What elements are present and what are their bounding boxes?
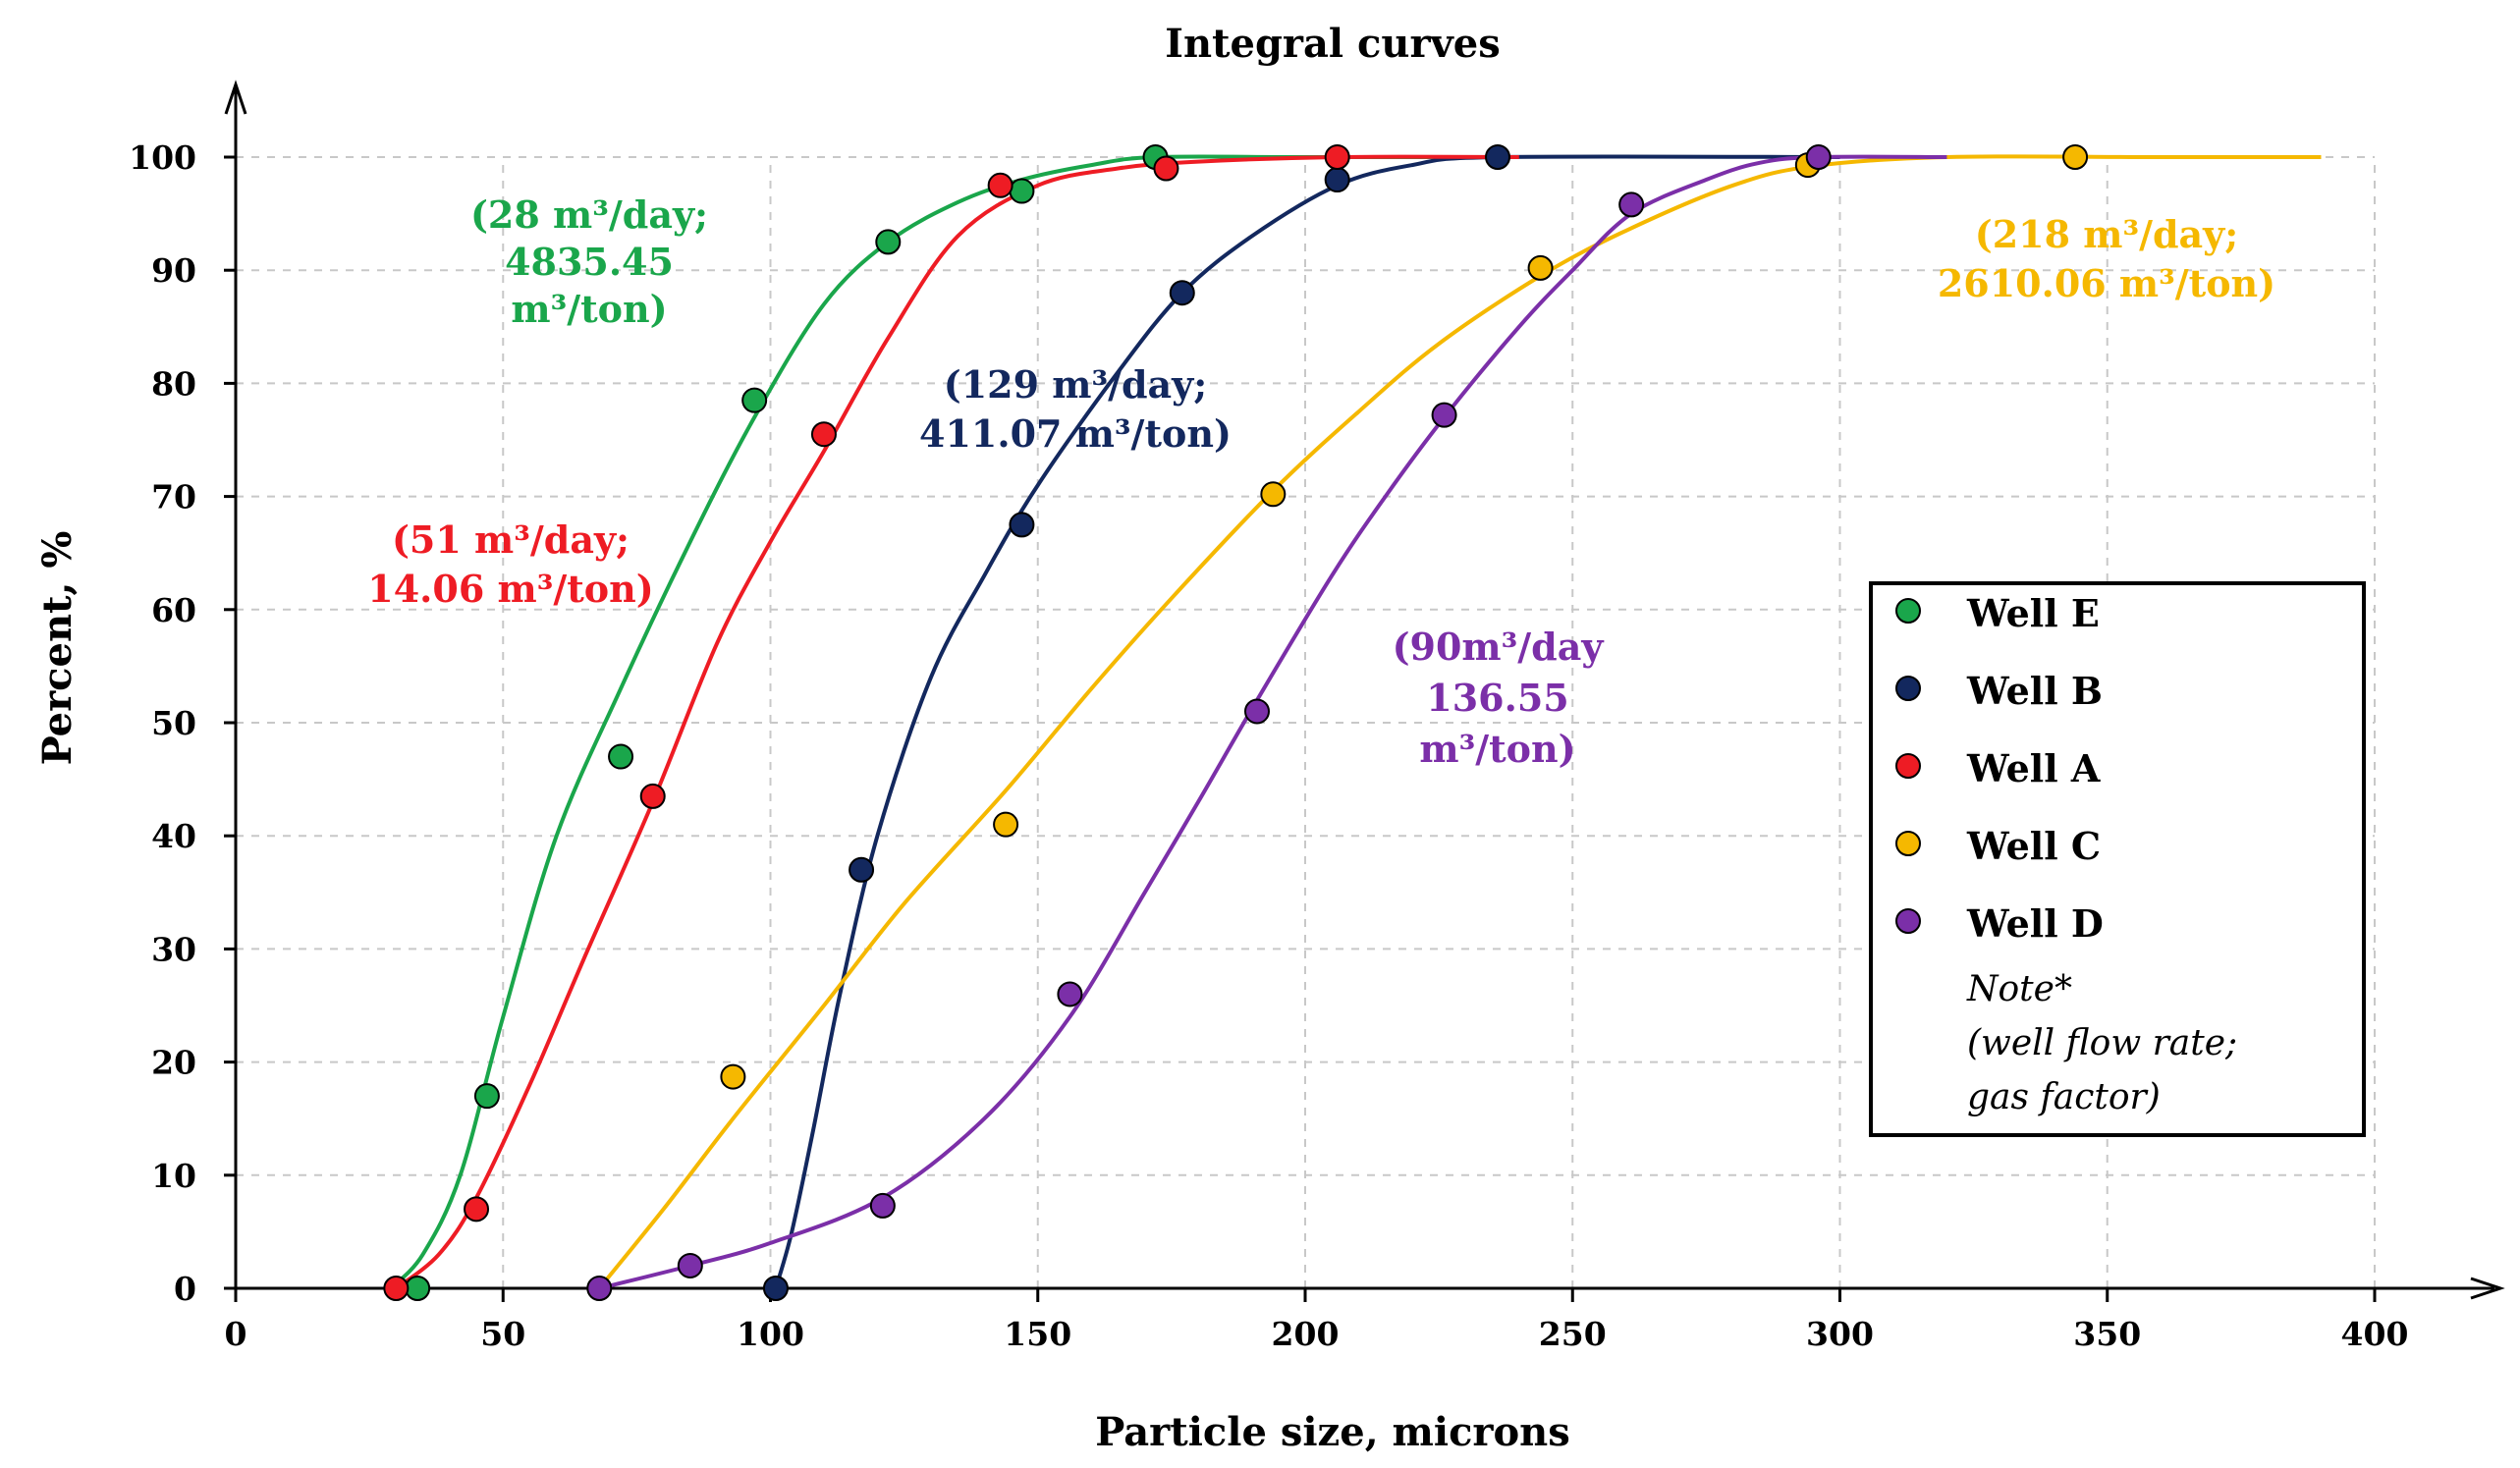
point-well-a (810, 421, 837, 448)
legend-label-well-b: Well B (1966, 669, 2103, 713)
y-tick-label: 70 (151, 478, 196, 517)
annotation-line: (218 m³/day; (1975, 212, 2239, 256)
legend-marker-well-b (1895, 676, 1921, 701)
legend-label-well-d: Well D (1966, 901, 2104, 946)
legend-note-line: Note* (1966, 969, 2072, 1009)
annotation-line: (129 m³/day; (944, 362, 1208, 407)
annotation-line: 14.06 m³/ton) (367, 567, 653, 611)
point-well-e (473, 1083, 500, 1110)
point-well-c (2062, 144, 2089, 170)
x-tick-label: 0 (225, 1315, 247, 1353)
point-well-b (1324, 167, 1350, 193)
y-tick-label: 0 (174, 1270, 196, 1308)
x-tick-label: 50 (480, 1315, 525, 1353)
point-well-e (875, 229, 902, 255)
axes-layer (224, 80, 2505, 1302)
point-well-d (677, 1252, 703, 1278)
x-tick-label: 350 (2073, 1315, 2141, 1353)
point-well-a (1153, 155, 1179, 182)
y-tick-label: 60 (151, 591, 196, 629)
point-well-c (720, 1063, 746, 1090)
annotation-well-d: (90m³/day 136.55 m³/ton) (1393, 625, 1605, 771)
x-tick-label: 250 (1539, 1315, 1607, 1353)
legend-note-line: (well flow rate; (1967, 1023, 2237, 1063)
annotation-line: (28 m³/day; (470, 192, 708, 237)
y-tick-label: 50 (151, 704, 196, 742)
point-well-b (1485, 144, 1511, 170)
annotation-well-e: (28 m³/day; 4835.45 m³/ton) (470, 192, 708, 331)
annotation-well-b: (129 m³/day; 411.07 m³/ton) (919, 362, 1232, 456)
legend: Well E Well B Well A Well C Well D Note* (well… (1869, 581, 2366, 1137)
annotation-line: m³/ton) (1419, 727, 1575, 771)
legend-label-well-e: Well E (1966, 591, 2100, 635)
annotation-well-a: (51 m³/day; 14.06 m³/ton) (367, 517, 653, 611)
point-well-e (405, 1276, 431, 1301)
y-tick-label: 80 (151, 364, 196, 403)
annotation-line: 4835.45 (505, 240, 674, 284)
annotation-line: m³/ton) (511, 287, 667, 331)
legend-note-line: gas factor) (1967, 1077, 2161, 1117)
y-axis-arrow (224, 80, 247, 115)
point-well-a (639, 783, 666, 809)
legend-marker-well-a (1895, 753, 1921, 779)
point-well-b (762, 1276, 789, 1301)
point-well-a (464, 1196, 490, 1223)
annotation-line: 411.07 m³/ton) (919, 411, 1232, 456)
x-tick-label: 300 (1806, 1315, 1874, 1353)
chart-title: Integral curves (1165, 21, 1501, 67)
y-tick-label: 10 (151, 1157, 196, 1195)
point-well-c (1527, 254, 1554, 281)
annotation-line: 2610.06 m³/ton) (1938, 261, 2275, 305)
point-well-c (993, 811, 1019, 838)
point-well-e (741, 387, 768, 413)
legend-label-well-c: Well C (1966, 824, 2101, 868)
x-tick-label: 200 (1272, 1315, 1340, 1353)
curve-well-c (597, 154, 2322, 1290)
point-well-a (383, 1276, 410, 1301)
point-well-d (869, 1192, 896, 1219)
legend-marker-well-c (1895, 831, 1921, 856)
x-axis-arrow (2470, 1277, 2505, 1300)
point-well-c (1260, 481, 1287, 508)
ticks-layer: 0 50 100 150 200 250 300 350 400 0 10 20 30 40 50 60 70 8… (129, 138, 2408, 1353)
point-well-b (1169, 280, 1195, 306)
point-well-d (1431, 402, 1457, 428)
x-tick-label: 100 (737, 1315, 804, 1353)
y-tick-label: 40 (151, 817, 196, 855)
point-well-d (1805, 144, 1832, 170)
annotation-well-c: (218 m³/day; 2610.06 m³/ton) (1938, 212, 2275, 305)
legend-marker-well-d (1895, 908, 1921, 934)
annotation-line: 136.55 (1426, 676, 1568, 720)
point-well-b (849, 856, 875, 883)
annotation-line: (51 m³/day; (392, 517, 630, 562)
point-well-a (987, 172, 1013, 198)
annotation-line: (90m³/day (1393, 625, 1605, 669)
point-well-e (1009, 178, 1035, 204)
curve-well-b (773, 154, 1840, 1289)
grid-layer (236, 156, 2376, 1288)
point-well-d (1243, 698, 1270, 725)
x-axis-label: Particle size, microns (1095, 1409, 1570, 1455)
point-well-d (586, 1276, 613, 1301)
y-tick-label: 90 (151, 251, 196, 290)
point-well-a (1324, 144, 1350, 170)
point-well-b (1009, 512, 1035, 538)
legend-box (1869, 581, 2366, 1137)
point-well-d (1618, 191, 1645, 218)
y-tick-label: 20 (151, 1044, 196, 1082)
x-tick-label: 400 (2341, 1315, 2409, 1353)
point-well-e (608, 743, 634, 770)
points-layer (383, 144, 2089, 1301)
y-axis-label: Percent, % (34, 531, 81, 766)
point-well-d (1057, 981, 1083, 1007)
x-tick-label: 150 (1004, 1315, 1071, 1353)
legend-marker-well-e (1895, 598, 1921, 624)
legend-label-well-a: Well A (1966, 746, 2101, 790)
y-tick-label: 30 (151, 930, 196, 968)
annotations-layer: (28 m³/day; 4835.45 m³/ton)(129 m³/day; 411… (367, 192, 2275, 771)
y-tick-label: 100 (129, 138, 196, 177)
